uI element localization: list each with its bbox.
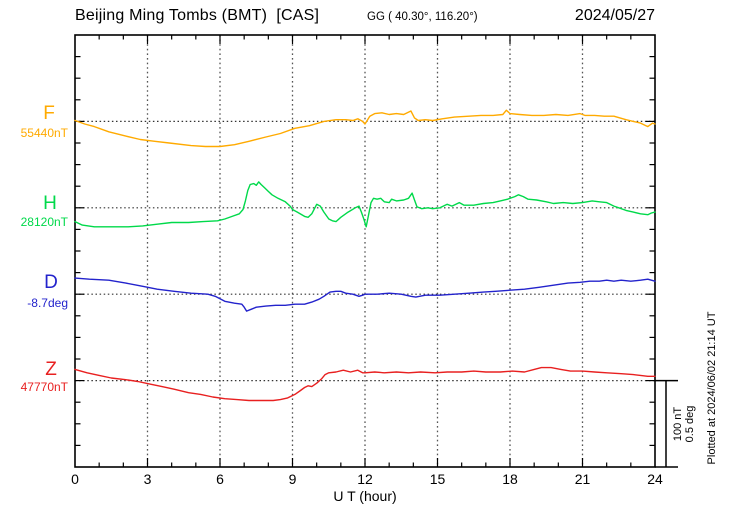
x-tick-label: 15 xyxy=(429,471,446,487)
component-baseline-d: -8.7deg xyxy=(27,296,68,310)
x-tick-label: 0 xyxy=(71,471,79,487)
station-title: Beijing Ming Tombs (BMT) [CAS] xyxy=(75,7,320,24)
series-z-line xyxy=(74,366,656,402)
series-f-line xyxy=(74,109,656,148)
series-h-line xyxy=(74,181,656,228)
x-tick-label: 3 xyxy=(143,471,152,487)
x-tick-label: 21 xyxy=(574,471,591,487)
x-tick-label: 18 xyxy=(502,471,518,487)
geographic-coordinates: GG ( 40.30°, 116.20°) xyxy=(367,11,478,23)
series-d-line xyxy=(74,277,656,312)
component-label-d: D xyxy=(44,272,58,293)
component-label-h: H xyxy=(43,193,57,214)
x-tick-label: 24 xyxy=(647,471,663,487)
component-baseline-h: 28120nT xyxy=(20,215,68,229)
component-baseline-z: 47770nT xyxy=(20,380,68,394)
scale-bar-nt: 100 nT xyxy=(672,406,684,442)
x-tick-label: 6 xyxy=(216,471,224,487)
component-label-z: Z xyxy=(45,359,57,380)
x-axis-label: U T (hour) xyxy=(333,488,397,504)
component-label-f: F xyxy=(43,103,55,124)
scale-bar-deg: 0.5 deg xyxy=(684,405,696,443)
scale-bar-label-text: 100 nT 0.5 deg xyxy=(672,406,696,443)
component-baseline-f: 55440nT xyxy=(20,126,68,140)
x-tick-label: 12 xyxy=(357,471,373,487)
x-tick-label: 9 xyxy=(288,471,297,487)
plot-date: 2024/05/27 xyxy=(574,7,655,24)
x-axis-tick-labels: 0 3 6 9 12 15 18 21 24 xyxy=(0,471,730,487)
